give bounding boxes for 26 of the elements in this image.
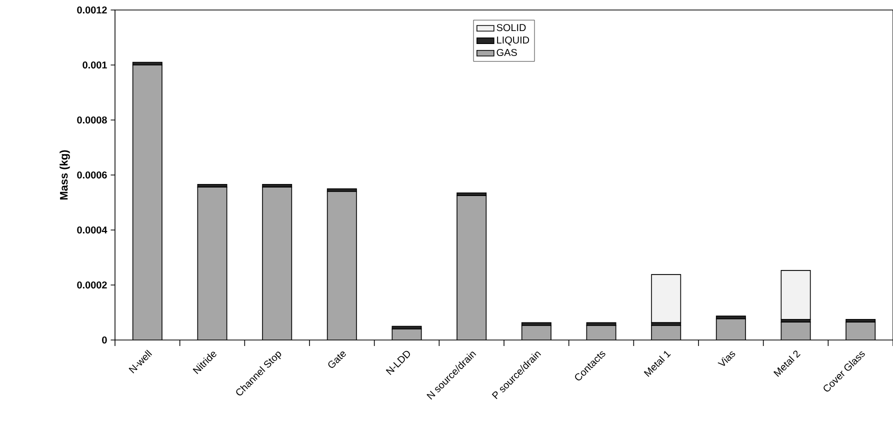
x-tick-label: Gate — [328, 352, 346, 368]
bar — [262, 186, 292, 340]
bar — [326, 191, 357, 340]
y-tick-label: 0 — [102, 336, 107, 344]
bar — [456, 195, 487, 340]
bar — [586, 325, 616, 340]
bar — [846, 322, 876, 340]
bar — [651, 325, 682, 340]
bar — [132, 64, 162, 340]
y-tick-label: 0.0002 — [77, 281, 107, 289]
bar — [716, 318, 746, 340]
legend-label: LIQUID — [497, 36, 530, 46]
y-tick-label: 0.0008 — [77, 116, 107, 124]
bar — [521, 325, 552, 340]
y-tick-label: 0.0006 — [77, 171, 107, 179]
y-axis-title: Mass (kg) — [60, 150, 70, 200]
y-tick-label: 0.0004 — [77, 226, 108, 234]
y-tick-label: 0.0012 — [77, 6, 107, 14]
bar — [651, 274, 682, 324]
bar — [780, 322, 811, 340]
bar — [780, 270, 811, 320]
x-tick-label: Vias — [718, 352, 736, 366]
bar — [197, 186, 228, 340]
legend-label: GAS — [496, 48, 517, 56]
legend-label: SOLID — [496, 24, 526, 32]
y-tick-label: 0.001 — [82, 61, 107, 69]
